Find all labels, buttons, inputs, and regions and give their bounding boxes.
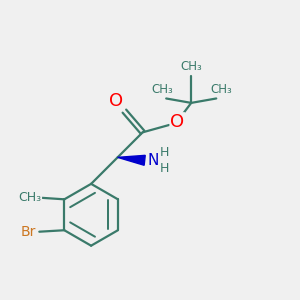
Text: CH₃: CH₃ xyxy=(151,82,173,95)
Text: CH₃: CH₃ xyxy=(180,61,202,74)
Text: O: O xyxy=(170,113,184,131)
Text: CH₃: CH₃ xyxy=(18,191,41,204)
Text: Br: Br xyxy=(20,225,36,239)
Text: H: H xyxy=(159,146,169,159)
Text: N: N xyxy=(147,153,159,168)
Text: H: H xyxy=(159,162,169,175)
Text: CH₃: CH₃ xyxy=(211,82,232,95)
Text: O: O xyxy=(109,92,123,110)
Polygon shape xyxy=(118,155,145,165)
